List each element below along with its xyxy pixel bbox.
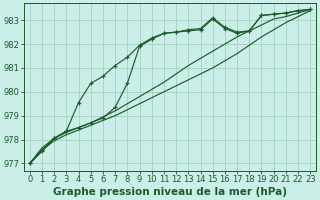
- X-axis label: Graphe pression niveau de la mer (hPa): Graphe pression niveau de la mer (hPa): [53, 187, 287, 197]
